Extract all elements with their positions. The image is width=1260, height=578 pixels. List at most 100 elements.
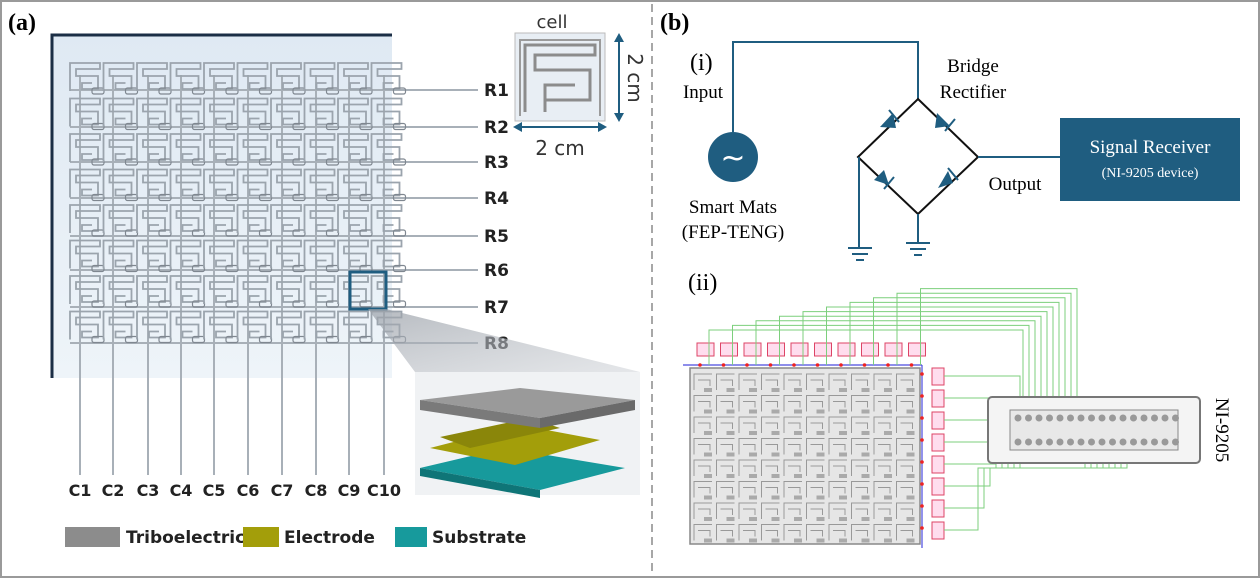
matrix-cell (828, 416, 847, 433)
matrix-cell (873, 438, 892, 455)
sensor-cell (203, 97, 235, 127)
matrix-cell (783, 459, 802, 476)
matrix-cell (716, 373, 735, 390)
sensor-cell (69, 310, 101, 340)
node (920, 504, 924, 508)
matrix-via (771, 517, 780, 521)
matrix-via (816, 495, 825, 500)
matrix-via (704, 431, 712, 435)
matrix-via (906, 452, 915, 457)
sensor-cell (136, 133, 168, 162)
matrix-cell (693, 524, 712, 541)
matrix-cell (896, 481, 915, 498)
sensor-cell (169, 62, 202, 91)
sensor-cell (236, 275, 269, 304)
matrix-via (794, 517, 802, 521)
matrix-via (816, 452, 825, 457)
sub-i-label: (i) (690, 50, 713, 76)
matrix-via (749, 495, 757, 500)
matrix-via (861, 495, 870, 500)
column-wire (802, 311, 1048, 400)
matrix-via (749, 431, 757, 435)
matrix-cell (693, 459, 712, 476)
matrix-cell (716, 524, 735, 541)
matrix-cell (896, 459, 915, 476)
sensor-cell (69, 133, 101, 162)
row-resistor (931, 389, 945, 408)
matrix-cell (693, 373, 712, 390)
sensor-cell (169, 204, 202, 233)
connector-pin (1056, 438, 1064, 446)
matrix-cell (738, 416, 757, 433)
connector-pin (1172, 414, 1179, 422)
column-wire (896, 292, 1072, 400)
diodes (874, 109, 959, 190)
column-wire (920, 288, 1078, 400)
matrix-via (794, 409, 802, 414)
matrix-via (906, 431, 915, 435)
matrix-via (906, 409, 915, 414)
node (745, 363, 749, 367)
matrix-cell (806, 459, 825, 476)
matrix-via (906, 538, 915, 543)
row-resistor (931, 411, 945, 430)
matrix-cell (693, 502, 712, 519)
connector-pin (1119, 438, 1127, 446)
matrix-via (861, 431, 870, 435)
connector-pin (1140, 414, 1148, 422)
ac-source-icon (708, 132, 758, 182)
matrix-via (771, 409, 780, 414)
sensor-cell (337, 310, 369, 340)
matrix-via (794, 388, 802, 392)
receiver-subtitle: (NI-9205 device) (1102, 166, 1199, 181)
node (721, 363, 726, 367)
matrix-via (726, 388, 735, 392)
matrix-cell (851, 459, 870, 476)
row-resistor (931, 433, 945, 452)
matrix-cell (738, 524, 757, 541)
matrix-cell (761, 373, 780, 390)
connector-pin (1056, 414, 1064, 422)
matrix-via (794, 431, 802, 435)
column-resistor (837, 342, 856, 357)
matrix-cell (828, 459, 847, 476)
matrix-via (749, 517, 757, 521)
cell-via (392, 87, 407, 95)
matrix-cell (783, 438, 802, 455)
sensor-board (50, 33, 478, 475)
wiring-diagram (683, 288, 1128, 548)
sensor-cell (303, 133, 336, 162)
cell-via (392, 193, 407, 202)
row-resistor (931, 521, 945, 540)
connector-pin (1035, 438, 1043, 446)
matrix-via (884, 409, 892, 414)
row-wire (944, 460, 1128, 531)
column-wire (873, 297, 1066, 400)
column-wire (826, 306, 1054, 400)
column-resistor (861, 342, 879, 357)
column-label: C3 (137, 481, 160, 500)
row-label: R4 (484, 189, 509, 209)
matrix-cell (693, 416, 712, 433)
sensor-cell (136, 239, 168, 269)
sensor-cell (69, 204, 101, 233)
connector-pin (1025, 414, 1032, 422)
matrix-via (726, 517, 735, 521)
sensor-cell (303, 239, 336, 269)
sensor-cell (136, 97, 168, 127)
sensor-cell (337, 168, 369, 198)
sensor-cell (203, 275, 235, 304)
sensor-cell (102, 133, 135, 162)
ni-9205-connector (987, 396, 1201, 464)
sensor-cell (337, 133, 369, 162)
sensor-cell (102, 204, 135, 233)
node (886, 363, 890, 367)
sensor-cell (370, 168, 403, 198)
matrix-via (704, 517, 712, 521)
matrix-cell (828, 438, 847, 455)
matrix-via (839, 517, 847, 521)
sensor-cell (337, 97, 369, 127)
matrix-via (771, 538, 780, 543)
column-label: C1 (69, 481, 92, 500)
